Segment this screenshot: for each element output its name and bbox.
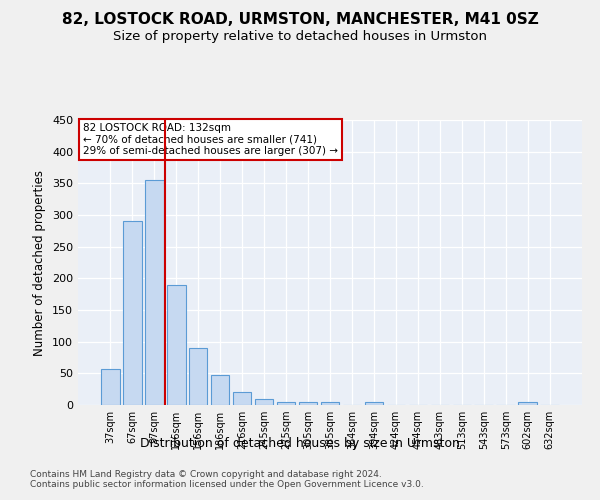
Bar — [189, 348, 208, 405]
Bar — [233, 392, 251, 405]
Bar — [123, 222, 142, 405]
Bar — [167, 284, 185, 405]
Text: Distribution of detached houses by size in Urmston: Distribution of detached houses by size … — [140, 438, 460, 450]
Bar — [277, 402, 295, 405]
Bar — [255, 400, 274, 405]
Y-axis label: Number of detached properties: Number of detached properties — [34, 170, 46, 356]
Text: Contains HM Land Registry data © Crown copyright and database right 2024.
Contai: Contains HM Land Registry data © Crown c… — [30, 470, 424, 490]
Text: 82 LOSTOCK ROAD: 132sqm
← 70% of detached houses are smaller (741)
29% of semi-d: 82 LOSTOCK ROAD: 132sqm ← 70% of detache… — [83, 123, 338, 156]
Bar — [101, 369, 119, 405]
Bar — [320, 402, 340, 405]
Text: Size of property relative to detached houses in Urmston: Size of property relative to detached ho… — [113, 30, 487, 43]
Bar — [365, 402, 383, 405]
Bar — [518, 402, 537, 405]
Text: 82, LOSTOCK ROAD, URMSTON, MANCHESTER, M41 0SZ: 82, LOSTOCK ROAD, URMSTON, MANCHESTER, M… — [62, 12, 538, 28]
Bar — [211, 375, 229, 405]
Bar — [145, 180, 164, 405]
Bar — [299, 402, 317, 405]
